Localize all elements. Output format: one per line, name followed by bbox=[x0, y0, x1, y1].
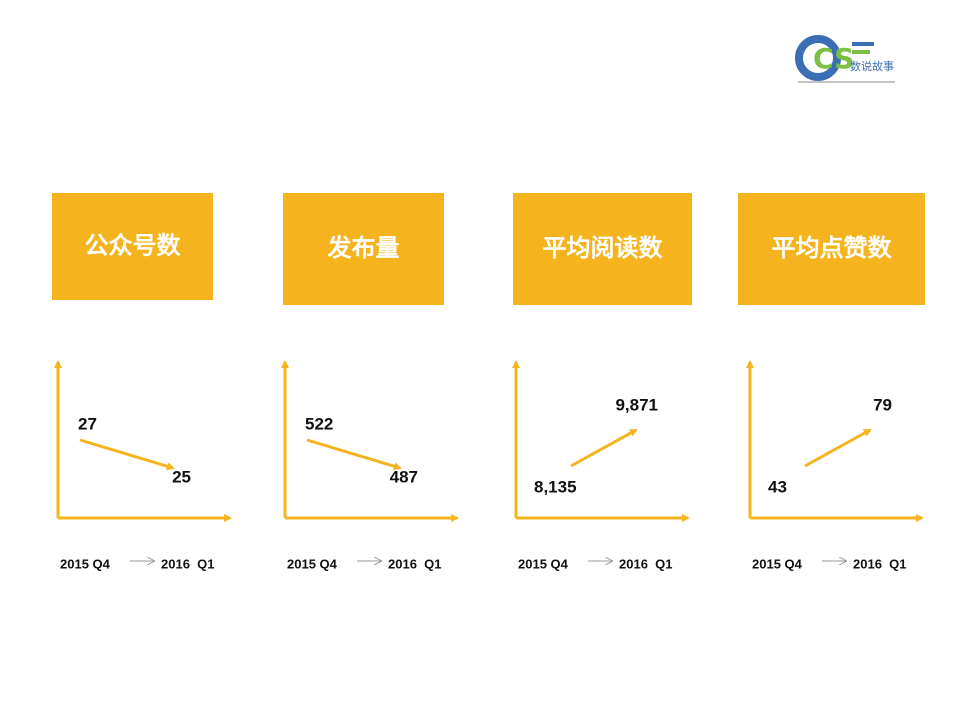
title-box bbox=[52, 193, 213, 300]
value-label: 27 bbox=[78, 414, 97, 433]
logo-mark: CS bbox=[813, 42, 854, 75]
change-arrow bbox=[79, 438, 175, 471]
panel-title: 公众号数 bbox=[85, 232, 182, 260]
value-label: 25 bbox=[172, 467, 191, 486]
logo: CS 数说故事 bbox=[795, 35, 895, 83]
value-label: 9,871 bbox=[615, 395, 658, 414]
panel-title: 平均点赞数 bbox=[772, 234, 893, 262]
change-arrow bbox=[570, 428, 638, 468]
panel-title: 发布量 bbox=[327, 234, 400, 262]
value-label: 79 bbox=[873, 395, 892, 414]
title-box bbox=[283, 193, 444, 305]
title-box bbox=[738, 193, 925, 305]
change-arrow bbox=[804, 428, 872, 468]
category-label: 2016 Q1 bbox=[619, 556, 673, 571]
change-arrow bbox=[306, 438, 402, 471]
category-label: 2016 Q1 bbox=[161, 556, 215, 571]
panel-title: 平均阅读数 bbox=[543, 234, 664, 262]
category-label: 2015 Q4 bbox=[752, 556, 803, 571]
category-label: 2015 Q4 bbox=[60, 556, 111, 571]
category-label: 2015 Q4 bbox=[287, 556, 338, 571]
logo-bar bbox=[852, 42, 874, 46]
logo-text: 数说故事 bbox=[850, 59, 894, 73]
category-label: 2016 Q1 bbox=[388, 556, 442, 571]
title-box bbox=[513, 193, 692, 305]
value-label: 522 bbox=[305, 414, 333, 433]
category-label: 2015 Q4 bbox=[518, 556, 569, 571]
value-label: 43 bbox=[768, 477, 787, 496]
logo-ring bbox=[795, 35, 841, 81]
value-label: 8,135 bbox=[534, 477, 577, 496]
logo-bar bbox=[852, 50, 870, 54]
value-label: 487 bbox=[390, 467, 418, 486]
category-label: 2016 Q1 bbox=[853, 556, 907, 571]
